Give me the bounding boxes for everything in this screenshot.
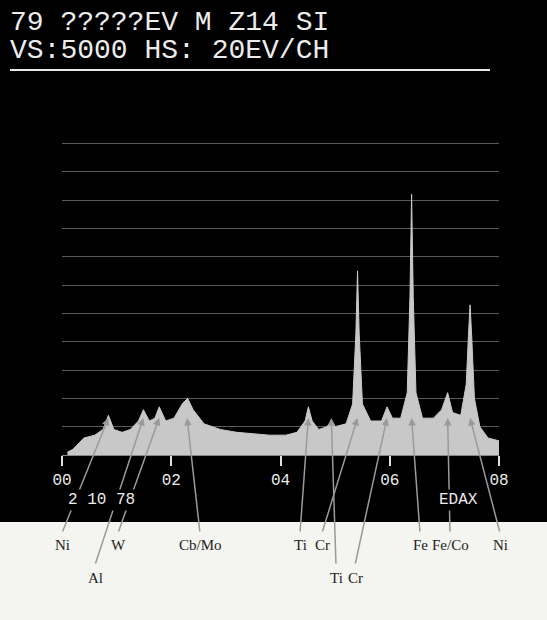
svg-text:04: 04 — [271, 472, 290, 490]
svg-text:Ni: Ni — [55, 537, 70, 553]
svg-text:Cr: Cr — [348, 570, 363, 586]
svg-text:Cb/Mo: Cb/Mo — [179, 537, 222, 553]
svg-text:08: 08 — [489, 472, 508, 490]
svg-text:Ni: Ni — [493, 537, 508, 553]
svg-text:Cr: Cr — [315, 537, 330, 553]
svg-text:00: 00 — [52, 472, 71, 490]
svg-text:Fe/Co: Fe/Co — [432, 537, 469, 553]
svg-text:02: 02 — [162, 472, 181, 490]
svg-text:EDAX: EDAX — [439, 491, 478, 509]
svg-text:Al: Al — [88, 570, 103, 586]
svg-text:W: W — [111, 537, 126, 553]
svg-text:Fe: Fe — [413, 537, 428, 553]
svg-text:2 10 78: 2 10 78 — [68, 491, 135, 509]
svg-text:VS:5000 HS: 20EV/CH: VS:5000 HS: 20EV/CH — [10, 35, 329, 66]
svg-text:06: 06 — [380, 472, 399, 490]
svg-text:79 ?????EV M Z14 SI: 79 ?????EV M Z14 SI — [10, 7, 329, 38]
svg-text:Ti: Ti — [330, 570, 343, 586]
svg-text:Ti: Ti — [294, 537, 307, 553]
